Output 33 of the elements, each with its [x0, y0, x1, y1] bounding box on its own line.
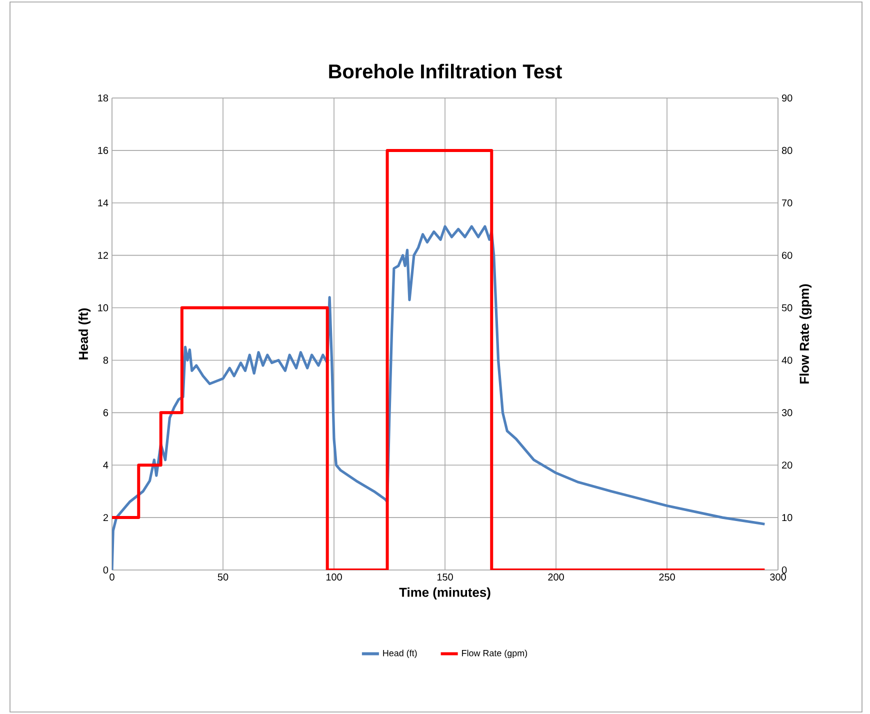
- y-tick-label: 16: [98, 146, 108, 154]
- x-tick-label: 100: [326, 574, 342, 581]
- x-tick-label: 300: [770, 574, 786, 581]
- y2-tick-label: 30: [782, 409, 792, 416]
- y2-tick-label: 0: [782, 566, 787, 574]
- y-tick-label: 10: [98, 304, 108, 312]
- y-axis-title: Head (ft): [78, 308, 91, 360]
- y2-tick-label: 50: [782, 304, 792, 312]
- y2-tick-label: 70: [782, 199, 792, 206]
- legend-label: Head (ft): [383, 650, 417, 658]
- chart-title: Borehole Infiltration Test: [329, 64, 562, 78]
- legend-label: Flow Rate (gpm): [462, 650, 528, 658]
- x-axis-title: Time (minutes): [399, 587, 490, 600]
- y2-tick-label: 80: [782, 146, 792, 154]
- y-tick-label: 4: [103, 462, 108, 469]
- y2-axis-title: Flow Rate (gpm): [799, 284, 812, 384]
- y-tick-label: 6: [103, 409, 108, 416]
- x-tick-label: 200: [548, 574, 564, 581]
- x-tick-label: 0: [110, 574, 114, 581]
- y-tick-label: 2: [103, 514, 108, 522]
- y2-tick-label: 20: [782, 462, 792, 469]
- y2-tick-label: 60: [782, 252, 792, 259]
- x-tick-label: 250: [659, 574, 675, 581]
- x-tick-label: 50: [218, 574, 228, 581]
- y-tick-label: 0: [103, 566, 108, 574]
- y2-tick-label: 40: [782, 356, 792, 364]
- y-tick-label: 18: [98, 94, 108, 102]
- y-tick-label: 12: [98, 252, 108, 259]
- y2-tick-label: 10: [782, 514, 792, 522]
- y-tick-label: 14: [98, 199, 108, 206]
- y-tick-label: 8: [103, 356, 108, 364]
- x-tick-label: 150: [437, 574, 453, 581]
- y2-tick-label: 90: [782, 94, 792, 102]
